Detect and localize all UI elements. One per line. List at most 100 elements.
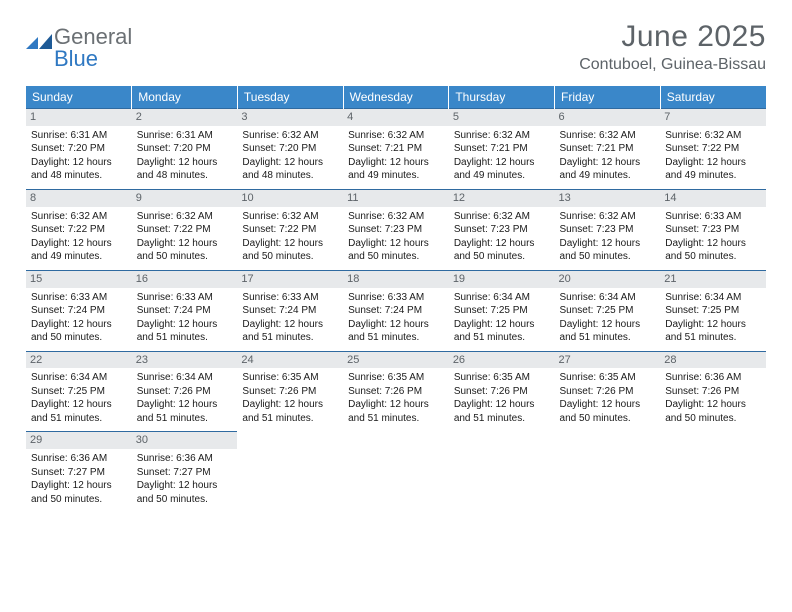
daylight-text: Daylight: 12 hours and 49 minutes.: [31, 237, 127, 264]
day-number: 9: [132, 190, 238, 207]
day-cell: 13Sunrise: 6:32 AMSunset: 7:23 PMDayligh…: [555, 190, 661, 270]
day-number: 3: [237, 109, 343, 126]
location: Contuboel, Guinea-Bissau: [579, 56, 766, 74]
day-number: 20: [555, 271, 661, 288]
sunset-text: Sunset: 7:26 PM: [137, 385, 233, 399]
calendar-cell: 17Sunrise: 6:33 AMSunset: 7:24 PMDayligh…: [237, 270, 343, 351]
sunset-text: Sunset: 7:20 PM: [137, 142, 233, 156]
day-number: 23: [132, 352, 238, 369]
sunrise-text: Sunrise: 6:35 AM: [348, 371, 444, 385]
sunset-text: Sunset: 7:26 PM: [560, 385, 656, 399]
calendar-cell: 19Sunrise: 6:34 AMSunset: 7:25 PMDayligh…: [449, 270, 555, 351]
logo-icon: [26, 31, 52, 54]
sunrise-text: Sunrise: 6:32 AM: [560, 129, 656, 143]
calendar-cell: 4Sunrise: 6:32 AMSunset: 7:21 PMDaylight…: [343, 109, 449, 190]
daylight-text: Daylight: 12 hours and 50 minutes.: [348, 237, 444, 264]
calendar-row: 22Sunrise: 6:34 AMSunset: 7:25 PMDayligh…: [26, 351, 766, 432]
sunset-text: Sunset: 7:27 PM: [137, 466, 233, 480]
calendar-cell: 1Sunrise: 6:31 AMSunset: 7:20 PMDaylight…: [26, 109, 132, 190]
calendar-cell: 9Sunrise: 6:32 AMSunset: 7:22 PMDaylight…: [132, 189, 238, 270]
sunset-text: Sunset: 7:24 PM: [137, 304, 233, 318]
calendar-cell: 10Sunrise: 6:32 AMSunset: 7:22 PMDayligh…: [237, 189, 343, 270]
logo-text-blue: Blue: [54, 46, 98, 71]
calendar-cell: 16Sunrise: 6:33 AMSunset: 7:24 PMDayligh…: [132, 270, 238, 351]
calendar-page: General Blue June 2025 Contuboel, Guinea…: [0, 0, 792, 532]
calendar-cell: 5Sunrise: 6:32 AMSunset: 7:21 PMDaylight…: [449, 109, 555, 190]
calendar-cell: 8Sunrise: 6:32 AMSunset: 7:22 PMDaylight…: [26, 189, 132, 270]
sunset-text: Sunset: 7:26 PM: [454, 385, 550, 399]
day-cell: 8Sunrise: 6:32 AMSunset: 7:22 PMDaylight…: [26, 190, 132, 270]
weekday-header: Tuesday: [237, 86, 343, 109]
calendar-cell: 7Sunrise: 6:32 AMSunset: 7:22 PMDaylight…: [660, 109, 766, 190]
daylight-text: Daylight: 12 hours and 51 minutes.: [665, 318, 761, 345]
calendar-cell: 18Sunrise: 6:33 AMSunset: 7:24 PMDayligh…: [343, 270, 449, 351]
calendar-cell: 13Sunrise: 6:32 AMSunset: 7:23 PMDayligh…: [555, 189, 661, 270]
sunset-text: Sunset: 7:21 PM: [454, 142, 550, 156]
day-cell: 19Sunrise: 6:34 AMSunset: 7:25 PMDayligh…: [449, 271, 555, 351]
sunrise-text: Sunrise: 6:34 AM: [560, 291, 656, 305]
sunrise-text: Sunrise: 6:32 AM: [242, 210, 338, 224]
sunrise-text: Sunrise: 6:35 AM: [454, 371, 550, 385]
day-cell: 1Sunrise: 6:31 AMSunset: 7:20 PMDaylight…: [26, 109, 132, 189]
calendar-cell: 2Sunrise: 6:31 AMSunset: 7:20 PMDaylight…: [132, 109, 238, 190]
calendar-row: 15Sunrise: 6:33 AMSunset: 7:24 PMDayligh…: [26, 270, 766, 351]
daylight-text: Daylight: 12 hours and 49 minutes.: [348, 156, 444, 183]
calendar-row: 1 Sunrise: 6:31 AM Sunset: 7:20 PM Daylight…: [26, 109, 766, 190]
day-number: 7: [660, 109, 766, 126]
day-number: 1: [26, 109, 132, 126]
calendar-cell: 28Sunrise: 6:36 AMSunset: 7:26 PMDayligh…: [660, 351, 766, 432]
day-number: 18: [343, 271, 449, 288]
sunset-text: Sunset: 7:24 PM: [242, 304, 338, 318]
sunset-text: Sunset: 7:24 PM: [348, 304, 444, 318]
sunset-text: Sunset: 7:22 PM: [242, 223, 338, 237]
calendar-cell: 25Sunrise: 6:35 AMSunset: 7:26 PMDayligh…: [343, 351, 449, 432]
calendar-cell: 22Sunrise: 6:34 AMSunset: 7:25 PMDayligh…: [26, 351, 132, 432]
day-cell: 15Sunrise: 6:33 AMSunset: 7:24 PMDayligh…: [26, 271, 132, 351]
calendar-cell: 6 Sunrise: 6:32 AMSunset: 7:21 PMDaylight…: [555, 109, 661, 190]
day-cell: 28Sunrise: 6:36 AMSunset: 7:26 PMDayligh…: [660, 352, 766, 432]
daylight-text: Daylight: 12 hours and 51 minutes.: [242, 398, 338, 425]
logo: General Blue: [26, 20, 132, 70]
sunset-text: Sunset: 7:21 PM: [348, 142, 444, 156]
sunset-text: Sunset: 7:21 PM: [560, 142, 656, 156]
daylight-text: Daylight: 12 hours and 51 minutes.: [31, 398, 127, 425]
daylight-text: Daylight: 12 hours and 50 minutes.: [665, 398, 761, 425]
daylight-text: Daylight: 12 hours and 51 minutes.: [137, 318, 233, 345]
daylight-text: Daylight: 12 hours and 50 minutes.: [137, 479, 233, 506]
day-number: 29: [26, 432, 132, 449]
sunset-text: Sunset: 7:24 PM: [31, 304, 127, 318]
daylight-text: Daylight: 12 hours and 49 minutes.: [560, 156, 656, 183]
calendar-cell: 24Sunrise: 6:35 AMSunset: 7:26 PMDayligh…: [237, 351, 343, 432]
day-number: 28: [660, 352, 766, 369]
sunrise-text: Sunrise: 6:33 AM: [31, 291, 127, 305]
daylight-text: Daylight: 12 hours and 51 minutes.: [137, 398, 233, 425]
day-number: 22: [26, 352, 132, 369]
sunset-text: Sunset: 7:25 PM: [665, 304, 761, 318]
sunset-text: Sunset: 7:25 PM: [31, 385, 127, 399]
day-number: 26: [449, 352, 555, 369]
empty-cell: [555, 432, 661, 512]
sunset-text: Sunset: 7:26 PM: [242, 385, 338, 399]
day-cell: 14Sunrise: 6:33 AMSunset: 7:23 PMDayligh…: [660, 190, 766, 270]
day-number: 4: [343, 109, 449, 126]
day-cell: 3Sunrise: 6:32 AMSunset: 7:20 PMDaylight…: [237, 109, 343, 189]
daylight-text: Daylight: 12 hours and 51 minutes.: [454, 398, 550, 425]
day-number: 14: [660, 190, 766, 207]
sunrise-text: Sunrise: 6:32 AM: [348, 210, 444, 224]
day-number: 6: [555, 109, 661, 126]
sunrise-text: Sunrise: 6:33 AM: [348, 291, 444, 305]
sunrise-text: Sunrise: 6:32 AM: [665, 129, 761, 143]
daylight-text: Daylight: 12 hours and 50 minutes.: [560, 237, 656, 264]
title-block: June 2025 Contuboel, Guinea-Bissau: [579, 20, 766, 74]
sunrise-text: Sunrise: 6:35 AM: [242, 371, 338, 385]
weekday-header-row: Sunday Monday Tuesday Wednesday Thursday…: [26, 86, 766, 109]
sunrise-text: Sunrise: 6:31 AM: [31, 129, 127, 143]
day-cell: 4Sunrise: 6:32 AMSunset: 7:21 PMDaylight…: [343, 109, 449, 189]
daylight-text: Daylight: 12 hours and 51 minutes.: [348, 398, 444, 425]
daylight-text: Daylight: 12 hours and 50 minutes.: [454, 237, 550, 264]
day-number: 12: [449, 190, 555, 207]
empty-cell: [237, 432, 343, 512]
calendar-cell: 27Sunrise: 6:35 AMSunset: 7:26 PMDayligh…: [555, 351, 661, 432]
calendar-cell: 3Sunrise: 6:32 AMSunset: 7:20 PMDaylight…: [237, 109, 343, 190]
daylight-text: Daylight: 12 hours and 51 minutes.: [560, 318, 656, 345]
